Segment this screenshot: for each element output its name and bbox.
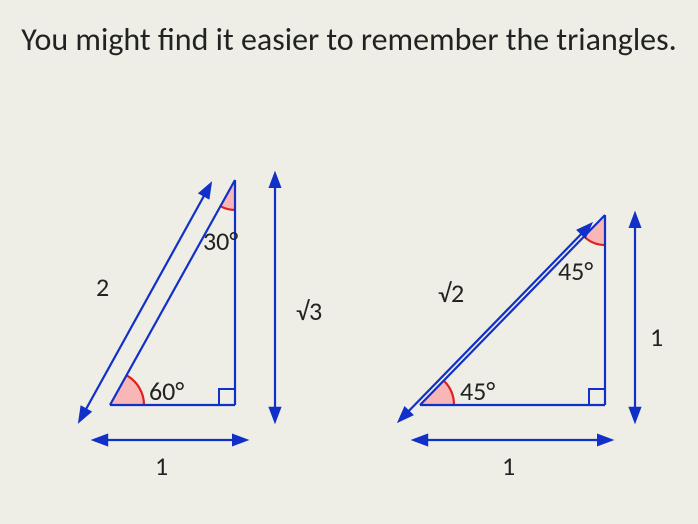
right-top-angle: 45° [558,255,593,287]
right-hyp-label: √2 [438,277,464,309]
left-top-angle: 30° [203,225,238,257]
left-hyp-label: 2 [96,271,109,303]
right-base-label: 1 [502,450,515,482]
right-vert-label: 1 [650,321,663,353]
right-bottom-angle: 45° [460,375,495,407]
left-bottom-angle: 60° [149,375,184,407]
triangle-diagram: 2 √3 1 30° 60° √2 1 1 45° 45° [0,0,698,524]
left-base-label: 1 [155,450,168,482]
left-vert-label: √3 [296,295,322,327]
